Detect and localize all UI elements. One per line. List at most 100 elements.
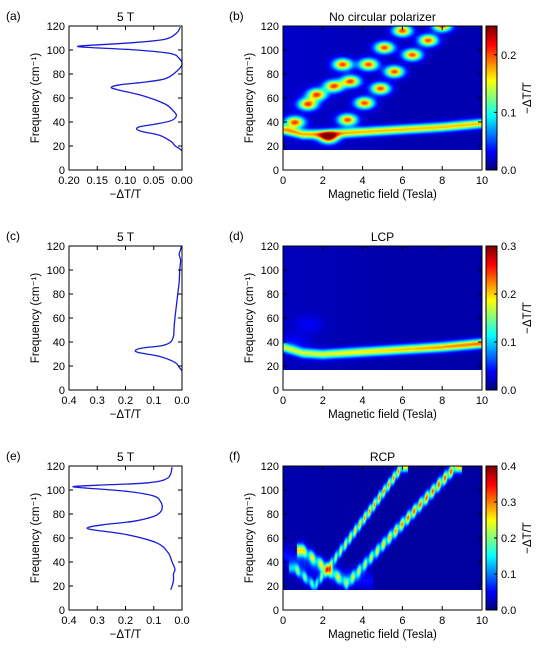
y-tick-label-d: 20 — [267, 361, 279, 373]
x-tick-label-b: 8 — [439, 175, 445, 187]
colorbar-label-f: −ΔT/T — [522, 522, 534, 554]
x-tick-label-b: 10 — [476, 175, 488, 187]
heatmap-image-d — [283, 246, 482, 370]
panel-title-b: No circular polarizer — [329, 10, 436, 24]
colorbar-tick-label-d: 0.3 — [501, 241, 516, 253]
panel-label-c: (c) — [6, 229, 20, 243]
y-tick-label-f: 60 — [267, 533, 279, 545]
x-tick-label-f: 8 — [439, 615, 445, 627]
y-tick-label-d: 0 — [273, 385, 279, 397]
y-tick-label-f: 40 — [267, 557, 279, 569]
y-axis-label-a: Frequency (cm⁻¹) — [30, 53, 42, 144]
x-tick-label-c: 0.3 — [90, 395, 105, 407]
x-tick-label-e: 0.3 — [90, 615, 105, 627]
y-tick-label-e: 40 — [53, 557, 65, 569]
y-tick-label-f: 20 — [267, 581, 279, 593]
panel-label-e: (e) — [6, 449, 21, 463]
y-tick-label-e: 0 — [59, 605, 65, 617]
panel-title-d: LCP — [371, 230, 394, 244]
x-tick-label-d: 2 — [320, 395, 326, 407]
x-tick-label-d: 6 — [399, 395, 405, 407]
y-tick-label-b: 80 — [267, 69, 279, 81]
x-axis-label-a: −ΔT/T — [110, 189, 142, 201]
line-panel-a — [76, 26, 183, 152]
colorbar-tick-label-f: 0.3 — [501, 497, 516, 509]
panel-label-a: (a) — [6, 9, 21, 23]
heatmap-image-f — [283, 466, 482, 590]
colorbar-tick-label-b: 0.0 — [501, 165, 516, 177]
colorbar-label-d: −ΔT/T — [522, 302, 534, 334]
x-axis-label-b: Magnetic field (Tesla) — [328, 189, 437, 201]
colorbar-tick-label-b: 0.1 — [501, 107, 516, 119]
x-axis-label-e: −ΔT/T — [110, 629, 142, 641]
y-tick-label-b: 0 — [273, 165, 279, 177]
y-tick-label-a: 100 — [47, 45, 65, 57]
x-tick-label-e: 0.0 — [174, 615, 189, 627]
colorbar-frame-b — [485, 25, 498, 171]
y-tick-label-b: 40 — [267, 117, 279, 129]
y-tick-label-e: 80 — [53, 509, 65, 521]
line-panel-c — [134, 245, 183, 372]
panel-label-b: (b) — [229, 9, 244, 23]
colorbar-tick-label-f: 0.2 — [501, 533, 516, 545]
panel-title-c: 5 T — [117, 230, 135, 244]
x-tick-label-c: 0.2 — [118, 395, 133, 407]
colorbar-b — [486, 26, 497, 170]
x-tick-label-d: 4 — [360, 395, 366, 407]
y-tick-label-b: 60 — [267, 93, 279, 105]
colorbar-tick-label-d: 0.1 — [501, 337, 516, 349]
panel-label-d: (d) — [229, 229, 244, 243]
x-tick-label-f: 4 — [360, 615, 366, 627]
y-axis-label-e: Frequency (cm⁻¹) — [30, 493, 42, 584]
colorbar-frame-d — [485, 245, 498, 391]
x-tick-label-a: 0.15 — [87, 175, 108, 187]
x-tick-label-b: 6 — [399, 175, 405, 187]
y-tick-label-c: 80 — [53, 289, 65, 301]
spectrum-line-e — [72, 466, 176, 590]
y-tick-label-a: 0 — [59, 165, 65, 177]
y-tick-label-d: 120 — [261, 241, 279, 253]
x-axis-label-d: Magnetic field (Tesla) — [328, 409, 437, 421]
x-tick-label-e: 0.1 — [146, 615, 161, 627]
y-tick-label-a: 120 — [47, 21, 65, 33]
colorbar-tick-label-d: 0.2 — [501, 289, 516, 301]
spectrum-line-c — [134, 245, 183, 372]
y-tick-label-a: 80 — [53, 69, 65, 81]
y-tick-label-a: 40 — [53, 117, 65, 129]
y-axis-label-b: Frequency (cm⁻¹) — [244, 53, 256, 144]
y-tick-label-e: 120 — [47, 461, 65, 473]
y-tick-label-a: 60 — [53, 93, 65, 105]
y-tick-label-b: 20 — [267, 141, 279, 153]
colorbar-label-b: −ΔT/T — [522, 82, 534, 114]
y-tick-label-d: 40 — [267, 337, 279, 349]
y-tick-label-d: 100 — [261, 265, 279, 277]
panel-label-f: (f) — [229, 449, 240, 463]
x-axis-label-c: −ΔT/T — [110, 409, 142, 421]
y-tick-label-f: 80 — [267, 509, 279, 521]
x-tick-label-f: 6 — [399, 615, 405, 627]
y-tick-label-d: 80 — [267, 289, 279, 301]
y-tick-label-c: 60 — [53, 313, 65, 325]
y-axis-label-d: Frequency (cm⁻¹) — [244, 273, 256, 364]
x-tick-label-f: 10 — [476, 615, 488, 627]
y-tick-label-f: 0 — [273, 605, 279, 617]
colorbar-tick-label-d: 0.0 — [501, 385, 516, 397]
x-tick-label-c: 0.4 — [61, 395, 76, 407]
y-tick-label-f: 100 — [261, 485, 279, 497]
y-tick-label-e: 20 — [53, 581, 65, 593]
y-tick-label-c: 40 — [53, 337, 65, 349]
x-tick-label-d: 8 — [439, 395, 445, 407]
y-axis-label-f: Frequency (cm⁻¹) — [244, 493, 256, 584]
y-tick-label-b: 120 — [261, 21, 279, 33]
y-tick-label-c: 120 — [47, 241, 65, 253]
x-tick-label-e: 0.4 — [61, 615, 76, 627]
x-tick-label-b: 4 — [360, 175, 366, 187]
y-tick-label-c: 0 — [59, 385, 65, 397]
line-panel-e — [72, 466, 176, 590]
colorbar-tick-label-f: 0.1 — [501, 569, 516, 581]
panel-title-a: 5 T — [117, 10, 135, 24]
x-tick-label-b: 2 — [320, 175, 326, 187]
x-tick-label-b: 0 — [280, 175, 286, 187]
plot-frame-c — [68, 245, 183, 391]
